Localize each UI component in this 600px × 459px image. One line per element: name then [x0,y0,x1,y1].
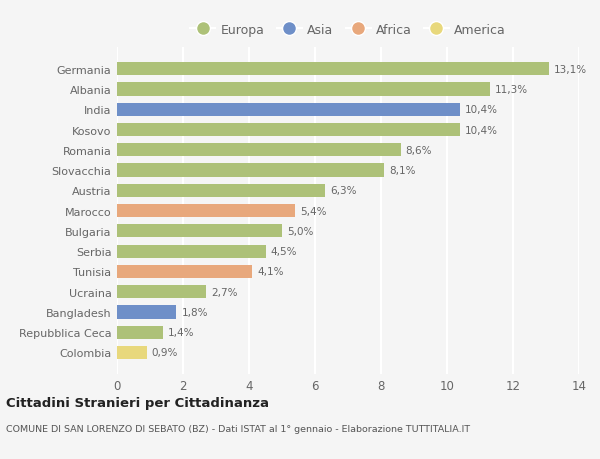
Text: Cittadini Stranieri per Cittadinanza: Cittadini Stranieri per Cittadinanza [6,396,269,409]
Text: 2,7%: 2,7% [211,287,238,297]
Text: 6,3%: 6,3% [330,186,356,196]
Text: 10,4%: 10,4% [465,105,498,115]
Bar [117,185,325,197]
Bar [117,205,295,218]
Text: 1,8%: 1,8% [181,307,208,317]
Legend: Europa, Asia, Africa, America: Europa, Asia, Africa, America [185,18,511,41]
Bar [117,245,265,258]
Text: COMUNE DI SAN LORENZO DI SEBATO (BZ) - Dati ISTAT al 1° gennaio - Elaborazione T: COMUNE DI SAN LORENZO DI SEBATO (BZ) - D… [6,425,470,433]
Text: 13,1%: 13,1% [554,65,587,74]
Text: 5,4%: 5,4% [300,206,326,216]
Bar [117,63,550,76]
Text: 11,3%: 11,3% [495,85,528,95]
Text: 8,6%: 8,6% [406,146,432,156]
Text: 0,9%: 0,9% [152,348,178,358]
Text: 10,4%: 10,4% [465,125,498,135]
Text: 4,5%: 4,5% [271,246,297,257]
Bar [117,83,490,96]
Bar [117,285,206,299]
Bar [117,103,460,117]
Text: 1,4%: 1,4% [168,327,194,337]
Bar [117,306,176,319]
Bar [117,326,163,339]
Text: 5,0%: 5,0% [287,226,313,236]
Bar [117,164,385,177]
Text: 8,1%: 8,1% [389,166,416,176]
Bar [117,265,252,278]
Bar [117,123,460,137]
Bar [117,144,401,157]
Bar [117,225,282,238]
Bar [117,346,146,359]
Text: 4,1%: 4,1% [257,267,284,277]
